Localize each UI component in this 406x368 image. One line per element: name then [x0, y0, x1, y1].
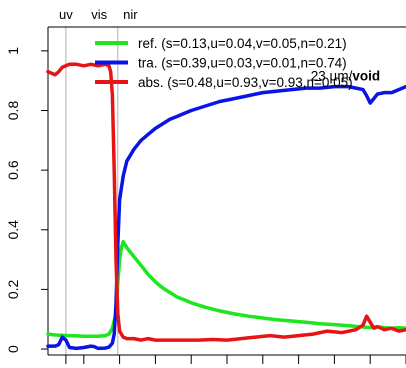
y-tick-label-5: 1 — [5, 47, 21, 55]
legend: ref. (s=0.13,u=0.04,v=0.05,n=0.21) tra. (… — [95, 36, 353, 90]
legend-label-ref: ref. (s=0.13,u=0.04,v=0.05,n=0.21) — [138, 36, 347, 51]
series-line-tra — [46, 84, 406, 351]
series-layer — [46, 62, 406, 351]
y-tick-label-0: 0 — [5, 345, 21, 353]
band-label-nir: nir — [123, 7, 138, 22]
y-tick-label-4: 0.8 — [5, 101, 21, 121]
y-tick-label-2: 0.4 — [5, 220, 21, 240]
band-label-uv: uv — [59, 7, 73, 22]
legend-label-tra: tra. (s=0.39,u=0.03,v=0.01,n=0.74) — [138, 56, 347, 71]
y-tick-label-3: 0.6 — [5, 160, 21, 180]
legend-label-abs: abs. (s=0.48,u=0.93,v=0.93,n=0.05) — [138, 75, 353, 90]
annotation-bold: void — [352, 69, 380, 84]
annotation-prefix: 23 µm/ — [311, 69, 353, 84]
band-layer: uv vis nir — [59, 7, 138, 355]
series-line-ref — [46, 239, 406, 338]
y-tick-label-1: 0.2 — [5, 279, 21, 299]
annotation-text: 23 µm/void — [311, 69, 380, 84]
band-label-vis: vis — [91, 7, 107, 22]
series-line-abs — [46, 62, 406, 342]
axis-layer: 0 0.2 0.4 0.6 0.8 1 — [5, 26, 406, 364]
